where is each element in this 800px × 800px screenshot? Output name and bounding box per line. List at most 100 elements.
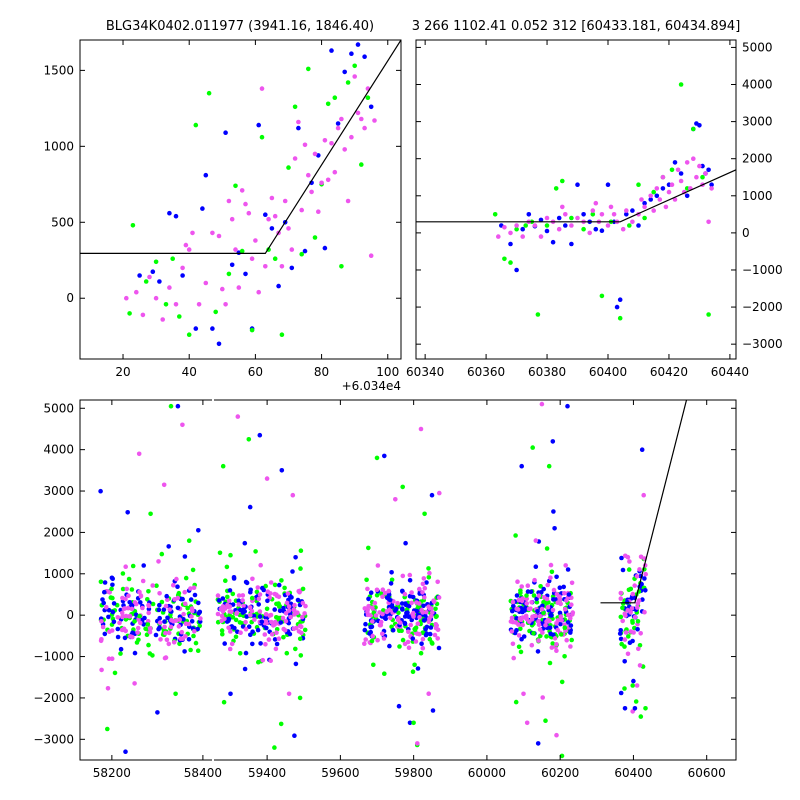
data-point (290, 569, 295, 574)
data-point (545, 604, 551, 610)
data-point (118, 646, 124, 652)
data-point (545, 582, 550, 588)
data-point (164, 637, 170, 643)
data-point (298, 548, 304, 553)
data-point (249, 595, 255, 601)
data-point (510, 599, 516, 605)
data-point (303, 603, 308, 609)
data-point (276, 636, 282, 641)
data-point (101, 600, 106, 606)
data-point (118, 651, 123, 656)
data-point (622, 659, 627, 664)
data-point (581, 226, 586, 232)
data-point (697, 163, 702, 169)
data-point (383, 616, 389, 621)
data-point (393, 497, 398, 502)
data-point (399, 601, 405, 606)
data-point (253, 549, 258, 554)
data-point (137, 273, 142, 278)
data-point (196, 302, 202, 307)
data-point (220, 596, 226, 601)
data-point (623, 613, 628, 618)
data-point (233, 634, 239, 640)
data-point (182, 554, 188, 559)
data-point (370, 619, 375, 624)
data-point (678, 171, 684, 176)
data-point (563, 563, 568, 568)
data-point (437, 490, 442, 496)
data-point (430, 641, 435, 646)
data-point (368, 590, 374, 595)
data-point (631, 630, 636, 635)
data-point (535, 741, 541, 746)
data-point (115, 615, 121, 620)
data-point (374, 587, 380, 593)
data-point (402, 621, 408, 626)
data-point (145, 597, 150, 602)
y-tick-label: 0 (66, 608, 74, 622)
data-point (430, 610, 435, 615)
y-tick-label: 1000 (742, 189, 773, 203)
data-point (406, 645, 412, 650)
data-point (412, 662, 417, 668)
data-point (220, 604, 226, 609)
data-point (642, 215, 647, 221)
data-point (422, 595, 427, 600)
data-point (226, 625, 231, 631)
data-point (694, 174, 699, 180)
x-offset-label: +6.034e4 (342, 379, 401, 393)
data-point (272, 637, 278, 642)
data-point (541, 610, 546, 616)
data-point (170, 256, 175, 262)
data-point (143, 626, 148, 632)
data-point (550, 641, 555, 646)
data-point (287, 631, 293, 637)
data-point (636, 598, 642, 603)
data-point (144, 632, 150, 637)
data-point (638, 631, 643, 636)
data-point (691, 156, 696, 161)
data-point (220, 631, 225, 637)
data-point (382, 590, 388, 596)
data-point (289, 247, 295, 252)
data-point (516, 622, 521, 627)
data-point (426, 691, 432, 696)
data-point (179, 629, 185, 635)
data-point (177, 617, 182, 622)
data-point (366, 603, 371, 609)
data-point (407, 720, 413, 726)
data-point (568, 644, 573, 649)
data-point (129, 587, 135, 592)
data-point (286, 604, 292, 609)
data-point (163, 630, 168, 636)
data-point (165, 615, 170, 621)
data-point (513, 533, 518, 538)
data-point (229, 641, 235, 647)
data-point (157, 591, 162, 596)
data-point (98, 488, 103, 494)
data-point (560, 204, 565, 210)
data-point (264, 606, 270, 612)
data-point (365, 609, 370, 615)
data-point (536, 638, 541, 643)
data-point (186, 637, 192, 642)
data-point (105, 686, 111, 691)
data-point (355, 42, 361, 47)
data-point (166, 641, 172, 647)
data-point (618, 590, 624, 596)
data-point (135, 630, 140, 635)
data-point (362, 627, 368, 633)
data-point (213, 309, 218, 315)
data-point (368, 104, 374, 110)
data-point (514, 267, 519, 273)
data-point (136, 451, 142, 457)
data-point (521, 691, 526, 697)
data-point (709, 182, 714, 187)
data-point (554, 642, 559, 647)
data-point (381, 608, 386, 613)
data-point (126, 593, 131, 599)
data-point (599, 228, 605, 233)
data-point (509, 615, 515, 621)
data-point (639, 447, 645, 453)
data-point (654, 193, 660, 199)
